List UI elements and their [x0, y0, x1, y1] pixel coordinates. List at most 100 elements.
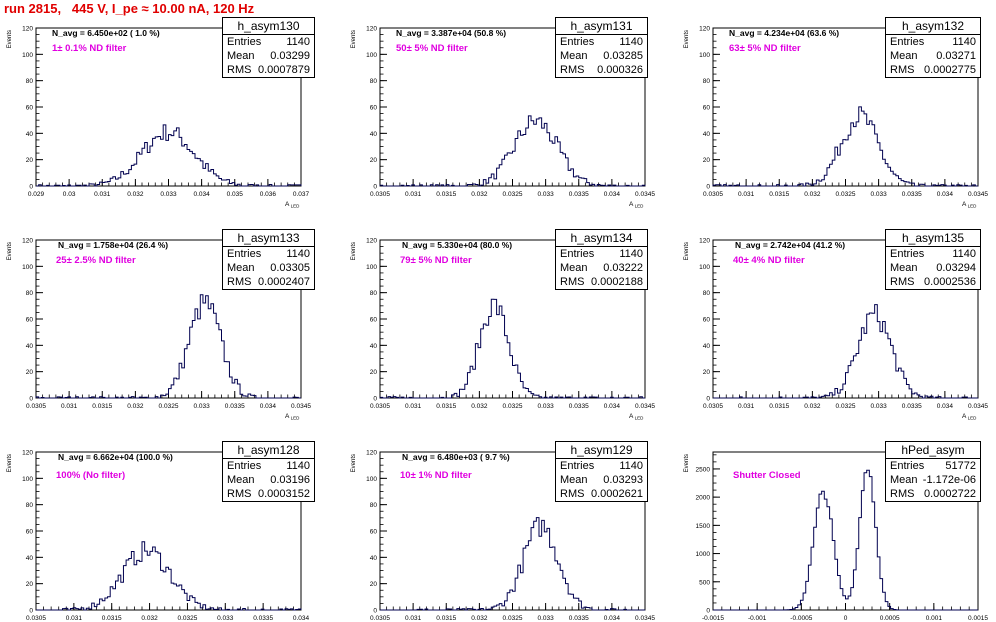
- x-tick-label: 0.0315: [102, 615, 122, 622]
- x-tick-label: -0.0005: [790, 615, 812, 622]
- y-tick-label: 80: [26, 78, 34, 85]
- stats-entries-value: 1140: [286, 248, 310, 260]
- stats-entries-label: Entries: [560, 36, 595, 48]
- stats-entries-label: Entries: [890, 460, 925, 472]
- y-tick-label: 0: [29, 608, 33, 615]
- x-tick-label: 0.034: [604, 403, 621, 410]
- stats-entries-row: Entries 1140: [556, 247, 647, 261]
- y-tick-label: 120: [699, 238, 710, 245]
- x-tick-label: 0.029: [28, 191, 45, 198]
- x-axis-title: A LED: [962, 413, 977, 421]
- x-tick-label: 0.033: [537, 403, 554, 410]
- x-tick-label: 0.031: [61, 403, 78, 410]
- stats-title: h_asym134: [556, 230, 647, 247]
- stats-rms-row: RMS 0.000326: [556, 63, 647, 77]
- stats-mean-row: Mean 0.03293: [556, 473, 647, 487]
- y-tick-label: 80: [26, 502, 34, 509]
- stats-rms-label: RMS: [227, 488, 252, 500]
- x-tick-label: 0.031: [66, 615, 83, 622]
- y-tick-label: 40: [703, 131, 711, 138]
- x-tick-label: 0.0315: [436, 191, 456, 198]
- x-tick-label: 0.034: [937, 403, 954, 410]
- x-tick-label: 0.032: [471, 615, 488, 622]
- stats-rms-value: 0.0002536: [924, 276, 976, 288]
- stats-mean-row: Mean 0.03196: [223, 473, 314, 487]
- stats-rms-value: 0.000326: [597, 64, 643, 76]
- x-tick-label: 0.034: [604, 615, 621, 622]
- y-tick-label: 0: [706, 396, 710, 403]
- x-axis-title: A LED: [285, 201, 300, 209]
- x-tick-label: 0.0305: [370, 615, 390, 622]
- stats-mean-row: Mean 0.03305: [223, 261, 314, 275]
- y-tick-label: 1000: [696, 551, 711, 558]
- x-tick-label: 0.0335: [569, 403, 589, 410]
- stats-title: h_asym132: [886, 18, 980, 35]
- stats-title: h_asym135: [886, 230, 980, 247]
- stats-mean-label: Mean: [560, 262, 588, 274]
- y-tick-label: 120: [366, 26, 377, 33]
- x-tick-label: 0.0345: [635, 615, 655, 622]
- x-axis-title: A LED: [962, 201, 977, 209]
- x-tick-label: 0.0305: [370, 191, 390, 198]
- x-tick-label: 0.0325: [836, 191, 856, 198]
- navg-label: N_avg = 5.330e+04 (80.0 %): [402, 240, 513, 250]
- y-tick-label: 100: [22, 264, 33, 271]
- stats-rms-row: RMS 0.0002188: [556, 275, 647, 289]
- y-tick-label: 40: [370, 555, 378, 562]
- x-tick-label: 0.0305: [703, 191, 723, 198]
- stats-title: h_asym131: [556, 18, 647, 35]
- x-axis-title-sub: LED: [633, 416, 644, 421]
- navg-label: N_avg = 6.662e+04 (100.0 %): [58, 452, 173, 462]
- y-axis-title: Events: [7, 454, 13, 472]
- y-tick-label: 100: [699, 52, 710, 59]
- stats-box: h_asym133 Entries 1140 Mean 0.03305 RMS 0.0002…: [222, 229, 315, 290]
- stats-entries-value: 1140: [286, 36, 310, 48]
- y-axis-title: Events: [351, 242, 357, 260]
- y-tick-label: 40: [703, 343, 711, 350]
- navg-label: N_avg = 4.234e+04 (63.6 %): [729, 28, 840, 38]
- stats-box: h_asym129 Entries 1140 Mean 0.03293 RMS 0.0002…: [555, 441, 648, 502]
- stats-mean-label: Mean: [890, 474, 918, 486]
- stats-box: h_asym134 Entries 1140 Mean 0.03222 RMS 0.0002…: [555, 229, 648, 290]
- stats-entries-value: 1140: [952, 36, 976, 48]
- stats-box: h_asym132 Entries 1140 Mean 0.03271 RMS 0.0002…: [885, 17, 981, 78]
- y-tick-label: 100: [22, 476, 33, 483]
- x-tick-label: 0.032: [141, 615, 158, 622]
- x-tick-label: 0.031: [738, 191, 755, 198]
- stats-box: h_asym131 Entries 1140 Mean 0.03285 RMS 0.0003…: [555, 17, 648, 78]
- y-tick-label: 120: [366, 450, 377, 457]
- filter-label: 63± 5% ND filter: [729, 43, 801, 54]
- stats-rms-value: 0.0002188: [591, 276, 643, 288]
- navg-label: N_avg = 1.758e+04 (26.4 %): [58, 240, 169, 250]
- x-tick-label: 0.034: [260, 403, 277, 410]
- y-tick-label: 80: [703, 78, 711, 85]
- stats-entries-value: 51772: [945, 460, 976, 472]
- y-tick-label: 100: [366, 264, 377, 271]
- x-tick-label: 0.031: [405, 615, 422, 622]
- stats-rms-value: 0.0002621: [591, 488, 643, 500]
- x-tick-label: 0.0305: [370, 403, 390, 410]
- y-tick-label: 60: [26, 317, 34, 324]
- x-tick-label: 0.0345: [968, 403, 988, 410]
- y-tick-label: 100: [366, 476, 377, 483]
- y-tick-label: 0: [373, 184, 377, 191]
- x-tick-label: 0.0335: [569, 191, 589, 198]
- stats-mean-row: Mean -1.172e-06: [886, 473, 980, 487]
- filter-label: 10± 1% ND filter: [400, 470, 472, 481]
- x-tick-label: 0.037: [293, 191, 310, 198]
- x-axis-title-sub: LED: [289, 416, 300, 421]
- x-tick-label: 0.032: [127, 191, 144, 198]
- stats-title: h_asym128: [223, 442, 314, 459]
- y-tick-label: 60: [26, 529, 34, 536]
- x-tick-label: 0.0315: [769, 403, 789, 410]
- stats-title: h_asym130: [223, 18, 314, 35]
- navg-label: N_avg = 2.742e+04 (41.2 %): [735, 240, 846, 250]
- x-tick-label: 0.033: [217, 615, 234, 622]
- stats-mean-value: 0.03305: [270, 262, 310, 274]
- stats-rms-value: 0.0002775: [924, 64, 976, 76]
- x-tick-label: 0.0315: [436, 403, 456, 410]
- histogram-line: [380, 517, 645, 611]
- y-axis-title: Events: [351, 30, 357, 48]
